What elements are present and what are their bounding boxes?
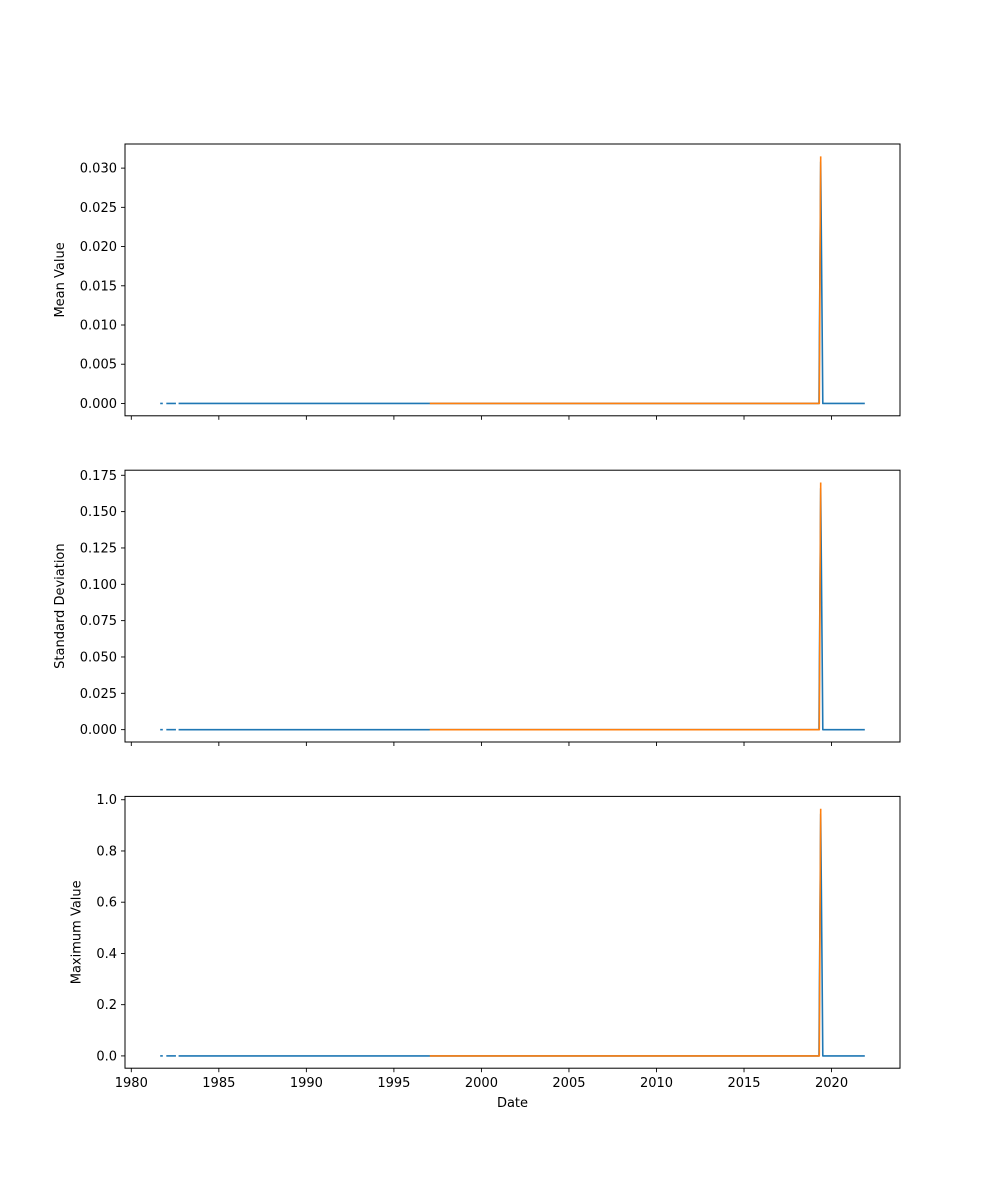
series-2-line xyxy=(429,482,822,731)
y-axis-label: Standard Deviation xyxy=(53,543,68,668)
y-axis-tick-label: 0.4 xyxy=(96,947,117,962)
x-axis-tick-label: 1980 xyxy=(115,1076,148,1091)
x-axis-tick-label: 2015 xyxy=(727,1076,760,1091)
series-2-line xyxy=(429,808,822,1057)
y-axis-tick-label: 0.025 xyxy=(80,687,117,702)
x-axis-tick-label: 2010 xyxy=(640,1076,673,1091)
y-axis-tick-label: 0.020 xyxy=(80,240,117,255)
subplot-standard-deviation: 0.000 0.025 0.050 0.075 0.100 0.125 0.150 0.175… xyxy=(53,469,901,746)
y-axis-tick-label: 0.025 xyxy=(80,201,117,216)
series-1-line xyxy=(178,487,865,731)
plot-border xyxy=(124,795,901,1069)
x-axis-tick-label: 2000 xyxy=(465,1076,498,1091)
y-axis-tick-label: 0.125 xyxy=(80,541,117,556)
y-axis-tick-label: 0.8 xyxy=(96,844,117,859)
x-axis-tick-label: 2020 xyxy=(815,1076,848,1091)
x-axis-tick-label: 2005 xyxy=(552,1076,585,1091)
series-2-line xyxy=(429,156,822,405)
series-1-line xyxy=(178,161,865,405)
plot-border xyxy=(124,469,901,743)
y-axis-tick-label: 0.0 xyxy=(96,1049,117,1064)
y-axis-tick-label: 0.030 xyxy=(80,162,117,177)
y-axis-tick-label: 0.2 xyxy=(96,998,117,1013)
y-axis-tick-label: 0.005 xyxy=(80,358,117,373)
subplot-mean-value: 0.000 0.005 0.010 0.015 0.020 0.025 0.030 Mean … xyxy=(53,143,901,420)
x-axis-label: Date xyxy=(497,1096,528,1111)
y-axis-tick-label: 0.000 xyxy=(80,723,117,738)
x-axis-tick-label: 1995 xyxy=(377,1076,410,1091)
y-axis-tick-label: 0.000 xyxy=(80,397,117,412)
y-axis-label: Maximum Value xyxy=(69,880,84,984)
y-axis-tick-label: 0.150 xyxy=(80,505,117,520)
y-axis-tick-label: 0.015 xyxy=(80,279,117,294)
y-axis-tick-label: 0.050 xyxy=(80,650,117,665)
y-axis-label: Mean Value xyxy=(53,242,68,317)
x-axis-tick-label: 1985 xyxy=(202,1076,235,1091)
y-axis-tick-label: 0.175 xyxy=(80,469,117,484)
plot-border xyxy=(124,143,901,417)
y-axis-tick-label: 0.100 xyxy=(80,578,117,593)
subplot-maximum-value: 1980 1985 1990 1995 2000 2005 2010 2015 2020 0.0 0… xyxy=(69,793,901,1111)
x-axis-tick-label: 1990 xyxy=(290,1076,323,1091)
y-axis-tick-label: 0.075 xyxy=(80,614,117,629)
series-1-line xyxy=(178,813,865,1057)
y-axis-tick-label: 1.0 xyxy=(96,793,117,808)
y-axis-tick-label: 0.6 xyxy=(96,896,117,911)
y-axis-tick-label: 0.010 xyxy=(80,319,117,334)
